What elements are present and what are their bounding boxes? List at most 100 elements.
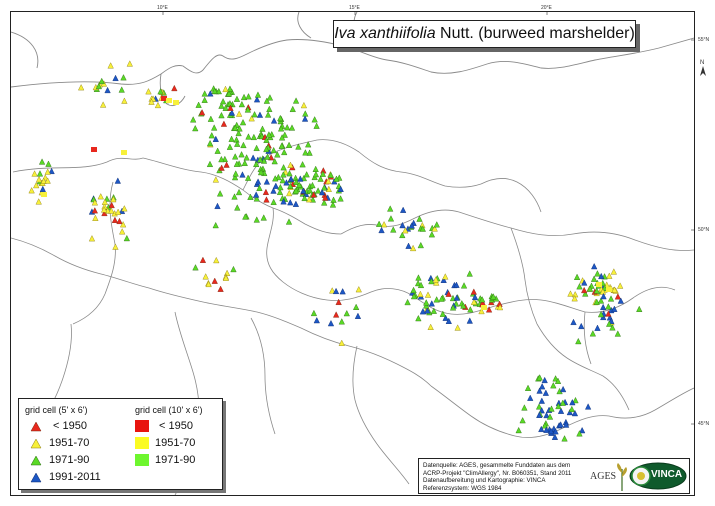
occurrence-marker	[568, 405, 575, 413]
occurrence-marker	[251, 111, 258, 118]
occurrence-marker	[605, 310, 612, 317]
occurrence-marker	[333, 175, 340, 182]
occurrence-marker	[234, 140, 241, 147]
occurrence-marker	[285, 141, 293, 148]
credits-line: ACRP-Projekt "ClimAllergy", Nr. B060351,…	[423, 469, 572, 477]
occurrence-marker	[594, 324, 601, 331]
occurrence-marker	[305, 141, 312, 148]
occurrence-marker	[586, 285, 594, 292]
occurrence-marker	[576, 430, 583, 437]
legend-label: < 1950	[53, 420, 87, 432]
occurrence-marker	[428, 300, 435, 307]
occurrence-marker	[301, 194, 308, 202]
occurrence-marker	[302, 149, 309, 156]
occurrence-marker	[219, 98, 227, 105]
grid-cell-marker	[121, 150, 127, 155]
occurrence-marker	[259, 125, 266, 132]
legend-label: 1971-90	[49, 454, 90, 466]
occurrence-marker	[327, 171, 334, 178]
occurrence-marker	[597, 297, 605, 304]
occurrence-marker	[281, 131, 288, 138]
occurrence-marker	[594, 270, 601, 277]
occurrence-marker	[226, 85, 234, 92]
occurrence-marker	[570, 318, 577, 326]
occurrence-marker	[239, 119, 247, 126]
occurrence-marker	[321, 199, 328, 206]
occurrence-marker	[563, 421, 570, 428]
country-borders	[11, 139, 694, 495]
occurrence-marker	[272, 182, 279, 189]
occurrence-marker	[292, 200, 300, 207]
north-arrow-label: N	[700, 60, 705, 66]
occurrence-marker	[236, 110, 243, 117]
occurrence-marker	[263, 97, 270, 104]
occurrence-marker	[417, 290, 424, 297]
occurrence-marker	[519, 417, 526, 424]
occurrence-marker	[118, 86, 125, 93]
occurrence-marker	[555, 402, 562, 410]
occurrence-marker	[119, 228, 126, 235]
lat-label-50: 50°N	[698, 227, 710, 233]
map-title: Iva xanthiifolia Nutt. (burweed marsheld…	[333, 20, 636, 48]
occurrence-marker	[107, 62, 114, 69]
occurrence-marker	[542, 389, 549, 396]
occurrence-marker	[557, 421, 564, 428]
occurrence-marker	[408, 222, 415, 229]
occurrence-marker	[206, 139, 214, 147]
occurrence-marker	[265, 131, 273, 138]
occurrence-marker	[213, 256, 220, 264]
grid-cell-marker	[606, 287, 612, 292]
ages-logo: AGES	[590, 471, 616, 482]
occurrence-marker	[270, 187, 277, 194]
occurrence-marker	[419, 225, 426, 232]
grid-cell-marker	[596, 282, 602, 287]
occurrence-marker	[610, 268, 617, 275]
legend-label: 1971-90	[155, 454, 196, 466]
occurrence-marker	[270, 117, 278, 124]
occurrence-marker	[254, 178, 262, 185]
occurrence-marker	[538, 397, 545, 404]
occurrence-marker	[306, 149, 313, 156]
occurrence-marker	[591, 262, 598, 270]
occurrence-marker	[547, 427, 555, 435]
occurrence-marker	[104, 86, 111, 94]
grid-cell-marker	[173, 100, 179, 105]
occurrence-marker	[227, 104, 234, 111]
occurrence-marker	[231, 173, 239, 181]
occurrence-marker	[402, 227, 409, 234]
occurrence-marker	[253, 216, 260, 223]
occurrence-marker	[211, 124, 218, 131]
occurrence-marker	[279, 177, 286, 184]
occurrence-marker	[121, 205, 128, 212]
occurrence-marker	[171, 84, 178, 92]
occurrence-marker	[338, 318, 345, 325]
occurrence-marker	[256, 184, 263, 191]
grid-cell-marker	[161, 96, 167, 101]
occurrence-marker	[317, 175, 324, 182]
occurrence-marker	[300, 101, 308, 109]
occurrence-marker	[270, 198, 277, 205]
occurrence-marker	[115, 208, 122, 215]
occurrence-marker	[330, 196, 337, 203]
grid-cell-marker	[41, 192, 47, 197]
occurrence-marker	[302, 110, 309, 117]
occurrence-marker	[211, 87, 218, 94]
occurrence-marker	[285, 218, 293, 225]
occurrence-marker	[414, 279, 422, 287]
occurrence-marker	[449, 304, 457, 311]
occurrence-marker	[575, 337, 582, 345]
occurrence-marker	[433, 296, 440, 303]
occurrence-marker	[442, 273, 449, 280]
occurrence-marker	[88, 235, 96, 242]
occurrence-marker	[410, 292, 418, 300]
occurrence-marker	[617, 282, 624, 289]
occurrence-marker	[327, 319, 335, 327]
occurrence-marker	[218, 102, 225, 109]
occurrence-marker	[539, 383, 546, 390]
occurrence-marker	[585, 403, 592, 410]
occurrence-marker	[417, 241, 424, 249]
occurrence-marker	[332, 287, 340, 295]
occurrence-marker	[284, 124, 291, 131]
lat-label-55: 55°N	[698, 37, 710, 43]
occurrence-marker	[561, 435, 568, 442]
